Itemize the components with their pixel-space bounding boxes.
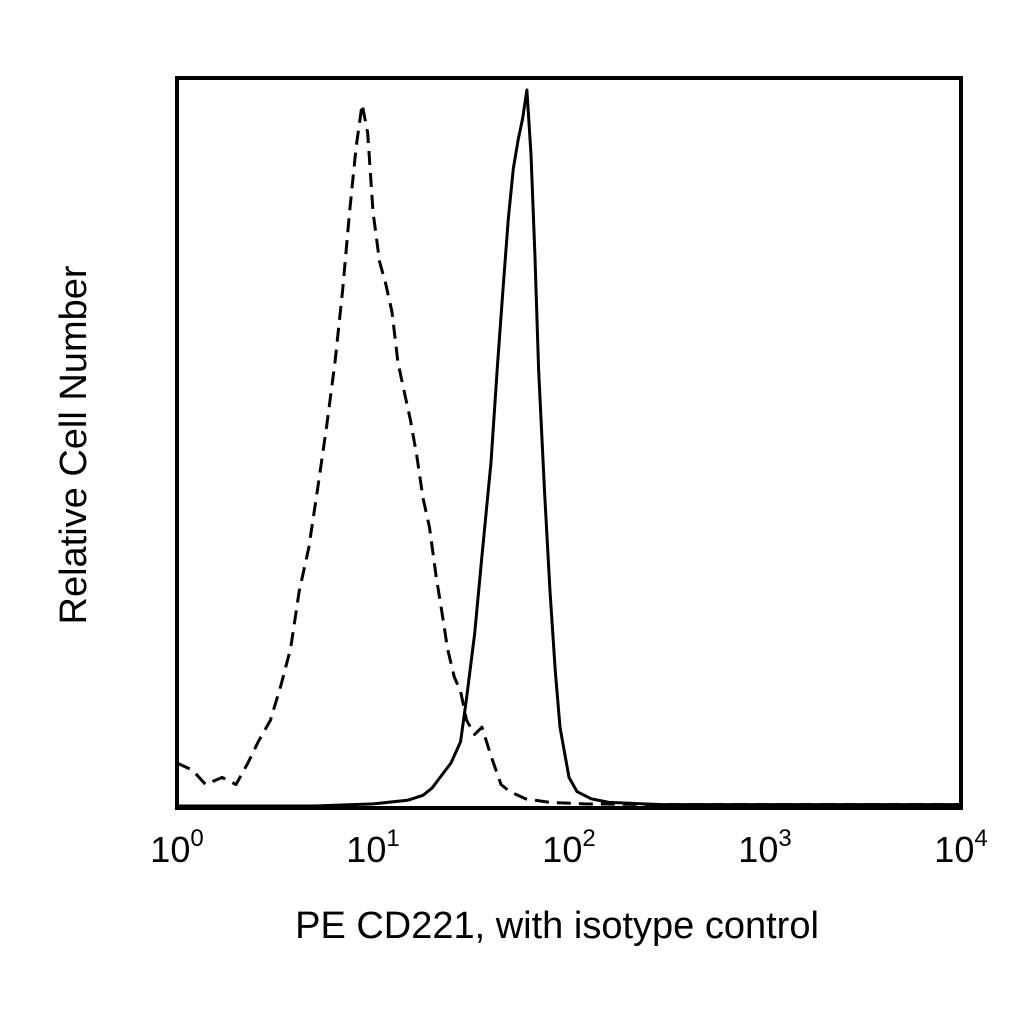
x-tick-label-2: 102	[542, 825, 595, 870]
y-axis-title: Relative Cell Number	[53, 265, 95, 624]
plot-frame	[175, 76, 963, 810]
histogram-series-cd221-solid	[177, 88, 961, 808]
histogram-series-isotype-dashed	[176, 102, 961, 807]
x-tick-labels: 100 101 102 103 104	[150, 825, 987, 870]
series-layer	[176, 88, 961, 808]
x-tick-label-4: 104	[934, 825, 987, 870]
x-tick-label-3: 103	[738, 825, 791, 870]
x-axis-title: PE CD221, with isotype control	[295, 905, 819, 947]
x-tick-label-0: 100	[150, 825, 203, 870]
x-tick-label-1: 101	[346, 825, 399, 870]
